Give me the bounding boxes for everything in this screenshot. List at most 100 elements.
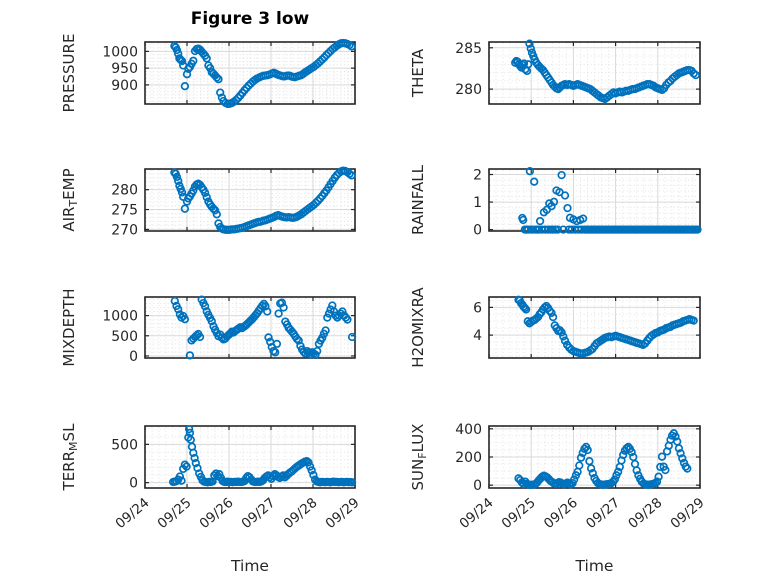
data-point xyxy=(177,188,187,197)
data-point xyxy=(693,225,702,234)
data-point xyxy=(189,56,198,65)
data-point xyxy=(202,193,211,202)
y-tick-label: 285 xyxy=(455,41,482,57)
plot-frame xyxy=(144,41,356,105)
y-tick-label: 400 xyxy=(455,422,482,438)
data-point xyxy=(177,56,187,66)
x-tick-label[interactable]: 09/28 xyxy=(280,495,320,532)
data-point xyxy=(185,351,195,360)
x-tick-label[interactable]: 09/26 xyxy=(196,495,236,532)
data-point xyxy=(174,305,183,314)
y-axis-label-h2omixra: H2OMIXRA xyxy=(409,287,427,368)
x-axis-label: Time xyxy=(230,557,269,575)
data-point xyxy=(216,88,225,97)
data-point xyxy=(180,315,190,324)
data-point xyxy=(279,471,288,480)
data-point xyxy=(271,348,280,357)
y-tick-label: 280 xyxy=(455,82,482,98)
y-tick-label: 2 xyxy=(473,168,482,184)
y-tick-label: 6 xyxy=(473,300,482,316)
data-point xyxy=(683,464,692,473)
y-tick-label: 0 xyxy=(129,476,138,492)
data-point xyxy=(182,70,192,79)
data-point xyxy=(627,447,636,457)
data-point xyxy=(678,454,687,463)
y-tick-label: 1 xyxy=(473,195,482,211)
data-point xyxy=(279,303,288,312)
x-tick-label[interactable]: 09/29 xyxy=(667,495,707,532)
data-point xyxy=(559,332,568,341)
data-point xyxy=(214,75,223,84)
x-tick-label[interactable]: 09/29 xyxy=(322,495,362,532)
data-point xyxy=(651,478,660,488)
x-tick-label[interactable]: 09/27 xyxy=(238,495,278,532)
x-tick-label[interactable]: 09/25 xyxy=(154,495,194,532)
figure-title: Figure 3 low xyxy=(190,9,310,29)
data-point xyxy=(261,302,270,311)
data-point xyxy=(338,307,347,316)
data-point xyxy=(263,307,272,316)
y-tick-label: 500 xyxy=(111,437,138,453)
data-point xyxy=(210,471,219,480)
x-tick-label[interactable]: 09/24 xyxy=(456,495,496,532)
data-point xyxy=(570,475,579,484)
data-point xyxy=(652,477,662,486)
x-axis-label: Time xyxy=(575,557,614,575)
x-tick-label[interactable]: 09/27 xyxy=(583,495,623,532)
data-point xyxy=(347,42,356,51)
y-tick-label: 0 xyxy=(473,223,482,239)
data-point xyxy=(545,306,554,316)
data-point xyxy=(519,215,528,225)
data-point xyxy=(632,466,641,475)
data-point xyxy=(292,334,302,344)
data-point xyxy=(610,475,619,484)
y-tick-label: 275 xyxy=(111,203,138,219)
data-point xyxy=(175,472,185,481)
data-point xyxy=(323,313,332,322)
data-point xyxy=(525,39,534,48)
data-point xyxy=(557,328,566,337)
plot-frame xyxy=(144,425,356,489)
y-axis-label-theta: THETA xyxy=(409,48,427,98)
data-point xyxy=(274,309,283,318)
data-point xyxy=(524,60,533,69)
data-point xyxy=(309,470,318,480)
data-point xyxy=(586,464,596,473)
data-point xyxy=(202,54,211,63)
x-tick-label[interactable]: 09/28 xyxy=(625,495,665,532)
data-point xyxy=(557,170,566,180)
plot-frame xyxy=(488,296,701,359)
y-tick-label: 200 xyxy=(455,450,482,466)
data-point xyxy=(585,457,594,466)
data-point xyxy=(676,449,685,458)
data-point xyxy=(190,453,199,463)
data-point xyxy=(180,204,190,213)
y-tick-label: 280 xyxy=(111,183,138,199)
data-point xyxy=(520,303,530,313)
data-point xyxy=(547,308,556,318)
data-point xyxy=(318,55,327,64)
data-point xyxy=(244,81,253,90)
data-point xyxy=(619,450,628,460)
data-point xyxy=(258,301,267,311)
y-tick-label: 0 xyxy=(473,478,482,494)
y-tick-label: 950 xyxy=(111,61,138,77)
plot-frame xyxy=(488,41,701,105)
data-point xyxy=(560,336,570,345)
data-point xyxy=(661,465,670,475)
data-point xyxy=(321,326,330,335)
x-tick-label[interactable]: 09/26 xyxy=(541,495,581,532)
data-point xyxy=(305,462,315,471)
x-tick-label[interactable]: 09/24 xyxy=(112,495,152,532)
data-point xyxy=(691,70,700,80)
data-point xyxy=(272,339,282,349)
data-point xyxy=(313,346,322,356)
data-point xyxy=(212,210,221,219)
y-tick-label: 1000 xyxy=(102,44,138,60)
x-tick-label[interactable]: 09/25 xyxy=(499,495,539,532)
data-point xyxy=(184,424,194,434)
data-point xyxy=(563,203,572,213)
y-axis-label-terr_msl: TERRMSL xyxy=(60,423,80,492)
data-point xyxy=(324,48,333,58)
data-point xyxy=(588,469,597,478)
